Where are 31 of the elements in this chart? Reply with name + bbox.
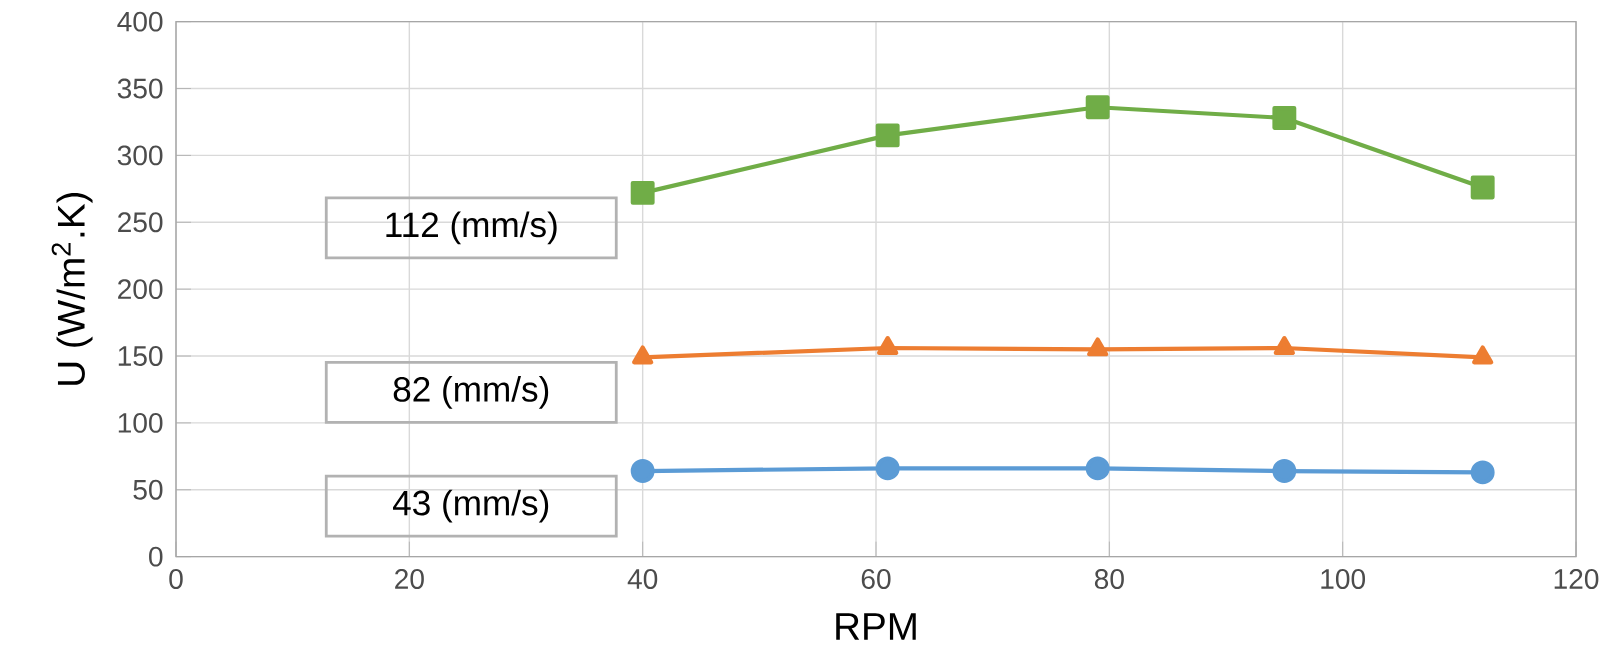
text: 112 (mm/s) [386,211,557,245]
point [630,459,655,484]
y-axis-title: U (W/m$^{2}$.K) [51,193,93,385]
y-tick-label: 150 [118,346,163,367]
point [875,123,900,148]
point [1272,459,1297,484]
x-tick-label: 20 [395,569,424,590]
text: 43 (mm/s) [393,489,549,523]
x-tick-label: 40 [627,569,658,590]
point [1085,95,1110,120]
x-tick-label: 100 [1321,569,1366,590]
point [1470,460,1495,485]
point [630,181,655,205]
y-tick-label: 200 [118,279,163,300]
y-tick-label: 50 [133,480,163,500]
y-tick-label: 300 [117,145,163,166]
point [1272,106,1297,131]
y-tick-label: 350 [117,78,163,99]
x-tick-label: 0 [169,569,183,590]
x-tick-label: 80 [1094,569,1124,590]
y-tick-label: 100 [118,413,163,434]
x-tick-label: 120 [1554,569,1599,590]
point [1470,175,1495,200]
x-axis-title: RPM [836,613,916,640]
x-tick-label: 60 [861,569,891,590]
y-tick-label: 0 [149,546,163,567]
point [1085,456,1110,481]
y-tick-label: 250 [118,212,163,233]
y-tick-label: 400 [117,11,163,32]
text: 82 (mm/s) [393,376,549,409]
point [875,456,900,481]
